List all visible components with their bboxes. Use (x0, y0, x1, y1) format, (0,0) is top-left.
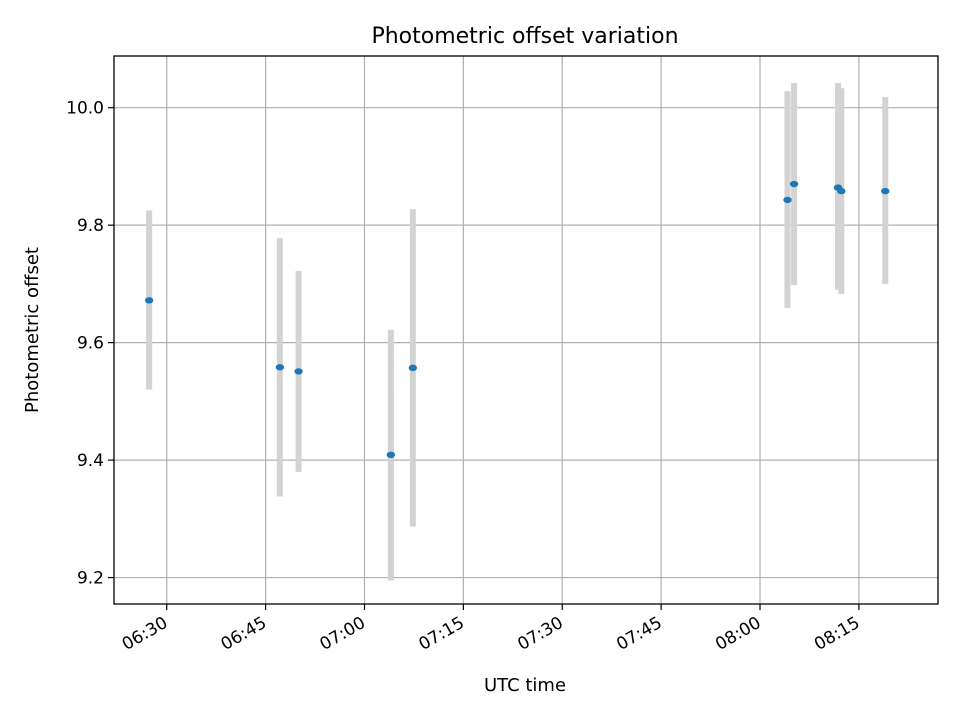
x-axis-label: UTC time (484, 675, 566, 696)
data-point (408, 364, 418, 372)
data-point (783, 196, 792, 204)
y-tick-label: 9.4 (77, 451, 104, 471)
x-tick-label: 07:15 (415, 613, 467, 655)
error-bars (146, 83, 889, 581)
y-tick-label: 9.6 (77, 334, 104, 354)
x-tick-label: 06:30 (119, 613, 171, 655)
x-tick-label: 06:45 (218, 613, 270, 655)
y-tick-label: 9.2 (77, 569, 104, 589)
x-tick-label: 07:45 (613, 613, 665, 655)
y-tick-label: 10.0 (66, 99, 104, 119)
data-point (294, 368, 303, 375)
data-point (275, 364, 285, 371)
x-tick-label: 08:15 (811, 613, 863, 655)
y-axis-label: Photometric offset (22, 247, 43, 413)
y-axis-ticks: 9.2 9.4 9.6 9.8 10.0 (66, 99, 114, 589)
x-axis-ticks: 06:30 06:45 07:00 07:15 07:30 07:45 08:00 08:15 (119, 604, 863, 655)
data-point (386, 451, 396, 459)
x-tick-label: 07:30 (514, 613, 566, 655)
grid-lines (114, 56, 938, 604)
x-tick-label: 08:00 (712, 613, 764, 655)
data-point (144, 297, 154, 304)
y-tick-label: 9.8 (77, 216, 104, 236)
data-points (144, 180, 890, 459)
chart-title: Photometric offset variation (371, 24, 678, 49)
data-point (789, 180, 799, 188)
plot-frame (113, 55, 939, 605)
data-point (881, 187, 890, 195)
x-tick-label: 07:00 (317, 613, 369, 655)
data-point (837, 187, 846, 195)
